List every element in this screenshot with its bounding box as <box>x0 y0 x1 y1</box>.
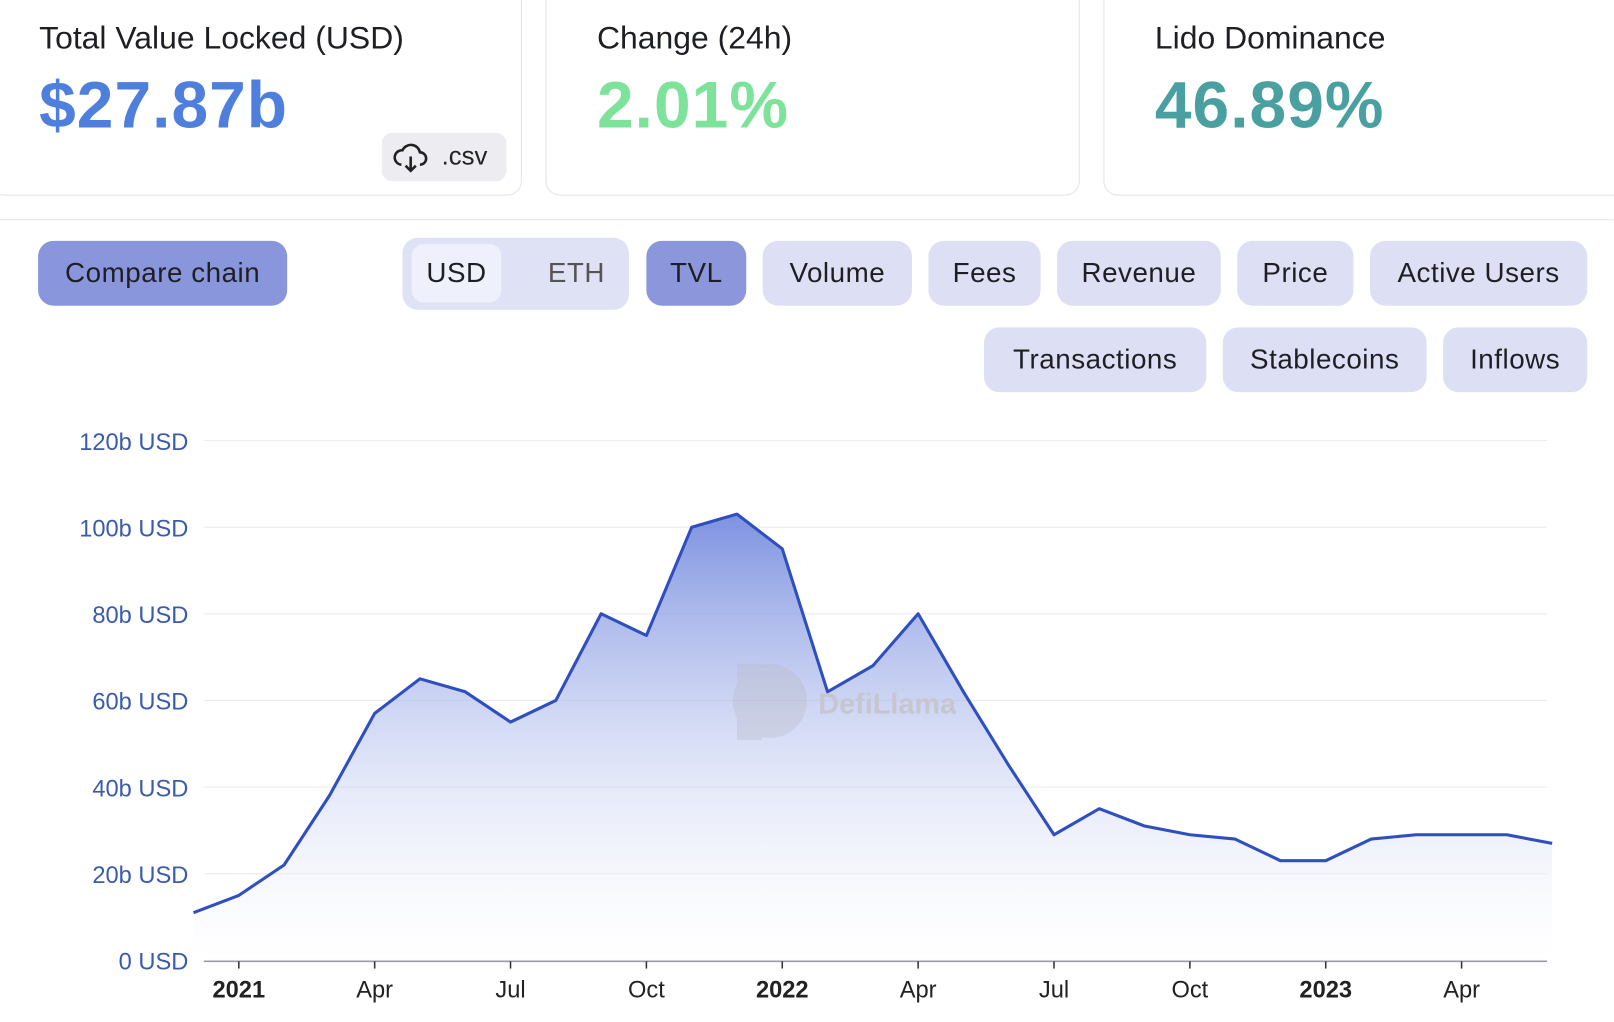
line <box>192 512 1553 915</box>
metric-button[interactable]: Volume <box>762 240 912 306</box>
divider <box>0 219 1614 221</box>
x-tick-label: Jul <box>495 977 525 1003</box>
x-tick-label: Apr <box>356 977 393 1003</box>
stat-label: Lido Dominance <box>1154 19 1386 56</box>
metric-button[interactable]: Inflows <box>1443 327 1588 393</box>
metric-button[interactable]: Revenue <box>1057 240 1221 306</box>
y-tick-label: 60b USD <box>92 690 188 716</box>
csv-button[interactable]: .csv <box>381 132 507 182</box>
stat-card: Lido Dominance 46.89% <box>1103 0 1614 196</box>
x-tick-label: 2022 <box>756 977 809 1003</box>
stat-card: Total Value Locked (USD) $27.87b .csv <box>0 0 522 196</box>
watermark-logo <box>732 663 807 741</box>
watermark: DefiLlama <box>818 688 957 720</box>
x-tick-label: Oct <box>1171 977 1208 1003</box>
x-tick-label: Jul <box>1039 977 1069 1003</box>
x-tick-label: Oct <box>628 977 665 1003</box>
stat-label: Total Value Locked (USD) <box>39 19 404 56</box>
denomination-toggle: USD ETH <box>402 237 629 310</box>
metric-button[interactable]: Stablecoins <box>1222 327 1427 393</box>
csv-label: .csv <box>441 142 488 171</box>
download-icon <box>393 143 428 173</box>
metric-button[interactable]: Fees <box>928 240 1041 306</box>
metric-button[interactable]: Price <box>1237 240 1354 306</box>
x-tick-label: 2021 <box>212 977 265 1003</box>
y-tick-label: 0 USD <box>119 950 189 976</box>
stat-value: 46.89% <box>1154 67 1385 143</box>
x-tick-label: Apr <box>1443 977 1480 1003</box>
stat-value: 2.01% <box>596 67 789 143</box>
area-fill <box>193 514 1553 961</box>
y-tick-label: 100b USD <box>79 516 188 542</box>
x-tick-label: Apr <box>900 977 937 1003</box>
metric-button[interactable]: Transactions <box>984 327 1207 393</box>
stat-card: Change (24h) 2.01% <box>545 0 1080 196</box>
y-tick-label: 20b USD <box>92 863 188 889</box>
y-tick-label: 120b USD <box>79 430 188 456</box>
y-tick-label: 40b USD <box>92 776 188 802</box>
stat-label: Change (24h) <box>596 19 793 56</box>
toggle-option[interactable]: USD <box>411 243 502 303</box>
metric-button[interactable]: TVL <box>646 240 747 306</box>
y-tick-label: 80b USD <box>92 603 188 629</box>
toggle-option[interactable]: ETH <box>547 257 605 289</box>
stat-value: $27.87b <box>39 67 289 143</box>
x-tick-label: 2023 <box>1299 977 1352 1003</box>
metric-button[interactable]: Active Users <box>1369 240 1588 306</box>
compare-chain-button[interactable]: Compare chain <box>38 240 288 306</box>
